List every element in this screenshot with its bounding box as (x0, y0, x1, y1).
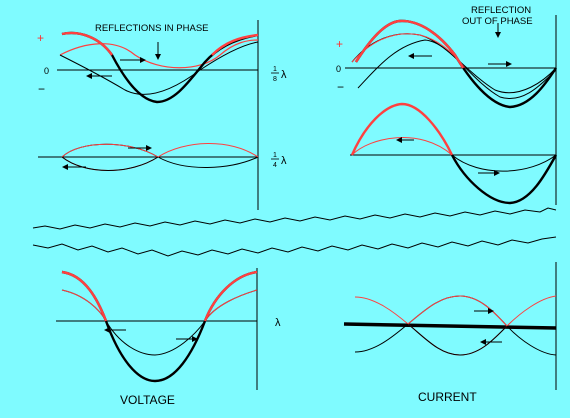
lambda-eighth: λ (281, 69, 287, 81)
arrow-left-icon (396, 137, 414, 143)
incident-wave-current-black (407, 323, 508, 356)
plus-sign-right: + (336, 37, 343, 51)
arrow-right-icon (474, 308, 494, 314)
panel-top-right: REFLECTION OUT OF PHASE + 0 − (336, 5, 558, 205)
arrow-left-icon (86, 73, 112, 79)
current-resultant-line (343, 322, 557, 330)
resultant-wave-mr-low (450, 154, 558, 205)
break-lines (32, 207, 557, 257)
fraction-eighth-den: 8 (273, 76, 277, 83)
arrow-left-icon (408, 53, 432, 59)
resultant-wave-tl-red (61, 31, 113, 56)
zero-label-left: 0 (44, 66, 49, 76)
reflected-wave-tl (59, 41, 259, 95)
label-voltage: VOLTAGE (120, 393, 175, 407)
panel-mid-left: 1 4 λ (38, 143, 287, 171)
reflected-wave-ml-top (61, 143, 159, 158)
panel-voltage: λ VOLTAGE (56, 268, 281, 407)
break-line-upper (32, 207, 557, 230)
resultant-wave-tr-red (354, 19, 465, 69)
fraction-quarter-num: 1 (273, 152, 277, 159)
panel-top-left: REFLECTIONS IN PHASE + 0 − 1 8 λ (37, 20, 287, 210)
incident-wave-tl (59, 39, 259, 69)
title-reflection: REFLECTION (471, 5, 531, 16)
arrow-down-icon (155, 42, 161, 60)
incident-wave-ml-bottom (61, 156, 159, 171)
minus-sign-right: − (337, 80, 344, 94)
incident-wave-mr (351, 137, 453, 156)
arrow-left-icon (104, 327, 126, 333)
title-reflections-in-phase: REFLECTIONS IN PHASE (95, 23, 209, 34)
panel-current: CURRENT (343, 262, 557, 404)
arrow-right-icon (128, 145, 152, 151)
fraction-quarter-den: 4 (273, 162, 277, 169)
arrow-right-icon (478, 170, 500, 176)
arrow-left-icon (62, 164, 86, 170)
resultant-wave-voltage-red (61, 270, 108, 322)
lambda-quarter: λ (281, 155, 287, 167)
fraction-eighth-num: 1 (273, 66, 277, 73)
resultant-wave-tl-red2 (211, 33, 259, 56)
arrow-left-icon (480, 339, 502, 345)
label-current: CURRENT (418, 390, 477, 404)
title-out-of-phase: OUT OF PHASE (462, 16, 533, 27)
incident-wave-voltage-red2 (204, 289, 258, 322)
break-line-lower (32, 236, 557, 257)
arrow-right-icon (488, 61, 512, 67)
plus-sign-left: + (37, 31, 44, 45)
arrow-right-icon (176, 336, 198, 342)
panel-mid-right (350, 102, 558, 205)
lambda-bottom: λ (275, 317, 281, 329)
arrow-down-icon (495, 23, 501, 38)
reflected-wave-current-red (407, 295, 508, 327)
incident-wave-mr-low (451, 154, 557, 172)
arrow-right-icon (120, 57, 146, 63)
zero-label-right: 0 (336, 64, 341, 74)
minus-sign-left: − (38, 82, 45, 96)
resultant-wave-mr (350, 102, 454, 156)
resultant-wave-voltage-red2 (203, 270, 258, 322)
